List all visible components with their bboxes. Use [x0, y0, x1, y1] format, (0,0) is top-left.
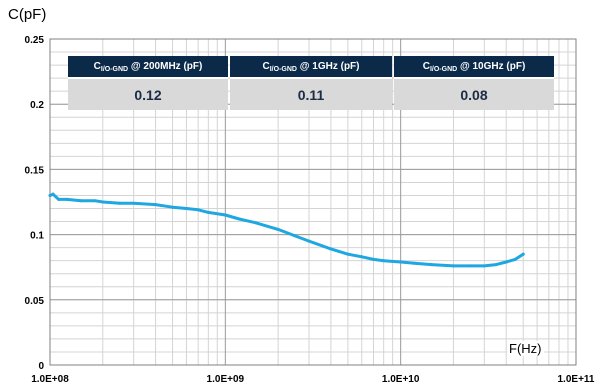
- x-tick-label: 1.0E+11: [558, 374, 595, 385]
- header-symbol: C: [422, 60, 430, 72]
- data-point: [293, 234, 297, 238]
- table-header-10ghz: CI/O-GND @ 10GHz (pF): [394, 56, 554, 77]
- capacitance-table: CI/O-GND @ 200MHz (pF) CI/O-GND @ 1GHz (…: [66, 56, 556, 110]
- x-tick-label: 1.0E+08: [31, 374, 69, 385]
- data-point: [48, 193, 52, 197]
- data-point: [430, 263, 434, 267]
- data-point: [307, 239, 311, 243]
- data-point: [254, 221, 258, 225]
- header-symbol: C: [262, 60, 270, 72]
- header-condition: @ 1GHz (pF): [296, 60, 360, 72]
- data-point: [276, 227, 280, 231]
- data-point: [132, 201, 136, 205]
- y-tick-label: 0.2: [30, 100, 44, 111]
- y-tick-label: 0.25: [25, 35, 45, 46]
- x-axis-ticks: 1.0E+08 1.0E+09 1.0E+10 1.0E+11: [31, 374, 595, 385]
- data-point: [184, 207, 188, 211]
- y-tick-label: 0.15: [25, 165, 45, 176]
- y-axis-label: C(pF): [8, 6, 47, 23]
- header-condition: @ 10GHz (pF): [457, 60, 526, 72]
- data-point: [494, 263, 498, 267]
- header-condition: @ 200MHz (pF): [128, 60, 203, 72]
- table-value-200mhz: 0.12: [68, 77, 228, 110]
- x-axis-label: F(Hz): [507, 341, 544, 356]
- data-point: [93, 199, 97, 203]
- data-point: [57, 197, 61, 201]
- header-subscript: I/O-GND: [429, 65, 458, 73]
- data-point: [196, 208, 200, 212]
- data-point: [413, 261, 417, 265]
- table-value-row: 0.12 0.11 0.08: [68, 77, 554, 110]
- data-point: [51, 192, 55, 196]
- series-line-capacitance: [48, 192, 525, 268]
- header-subscript: I/O-GND: [100, 65, 129, 73]
- data-point: [521, 252, 525, 256]
- y-tick-label: 0: [38, 361, 44, 372]
- x-tick-label: 1.0E+09: [207, 374, 245, 385]
- data-point: [206, 210, 210, 214]
- data-point: [482, 264, 486, 268]
- table-value-1ghz: 0.11: [230, 77, 392, 110]
- table-value-10ghz: 0.08: [394, 77, 554, 110]
- table-header-row: CI/O-GND @ 200MHz (pF) CI/O-GND @ 1GHz (…: [68, 56, 554, 77]
- data-point: [118, 201, 122, 205]
- table-header-200mhz: CI/O-GND @ 200MHz (pF): [68, 56, 228, 77]
- data-point: [372, 257, 376, 261]
- header-subscript: I/O-GND: [269, 65, 297, 73]
- data-point: [171, 205, 175, 209]
- y-tick-label: 0.05: [25, 296, 45, 307]
- x-tick-label: 1.0E+10: [382, 374, 420, 385]
- data-point: [513, 257, 517, 261]
- y-axis-ticks: 0 0.05 0.1 0.15 0.2 0.25: [25, 35, 45, 372]
- series-layer: [48, 192, 525, 268]
- table-header-1ghz: CI/O-GND @ 1GHz (pF): [230, 56, 392, 77]
- data-point: [65, 197, 69, 201]
- data-point: [154, 203, 158, 207]
- data-point: [451, 264, 455, 268]
- data-point: [468, 264, 472, 268]
- data-point: [329, 247, 333, 251]
- plot-frame: [49, 38, 577, 366]
- data-point: [223, 213, 227, 217]
- data-point: [399, 260, 403, 264]
- data-point: [360, 255, 364, 259]
- data-point: [382, 259, 386, 263]
- header-symbol: C: [93, 60, 101, 72]
- data-point: [346, 252, 350, 256]
- data-point: [101, 200, 105, 204]
- data-point: [237, 217, 241, 221]
- data-point: [79, 199, 83, 203]
- y-tick-label: 0.1: [30, 231, 44, 242]
- data-point: [504, 260, 508, 264]
